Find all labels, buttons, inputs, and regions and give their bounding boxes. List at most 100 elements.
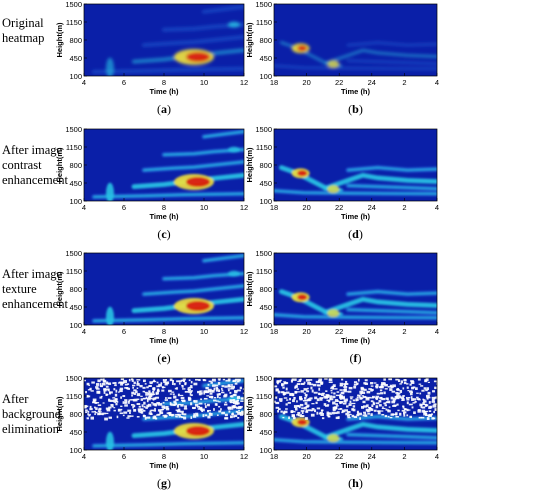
background-eliminated-speckle [340, 391, 343, 395]
background-eliminated-speckle [317, 384, 321, 387]
background-eliminated-speckle [227, 407, 232, 410]
y-axis-label: Height(m) [55, 22, 64, 57]
panel-caption: (h) [348, 476, 363, 490]
y-tick-label: 100 [69, 321, 82, 330]
background-eliminated-speckle [347, 390, 352, 393]
background-eliminated-speckle [86, 394, 89, 398]
background-eliminated-speckle [176, 380, 180, 383]
background-eliminated-speckle [190, 402, 193, 406]
background-eliminated-speckle [199, 390, 202, 394]
background-eliminated-speckle [88, 384, 91, 386]
background-eliminated-speckle [86, 382, 90, 386]
background-eliminated-speckle [181, 413, 185, 415]
background-eliminated-speckle [204, 390, 207, 393]
background-eliminated-speckle [371, 395, 375, 399]
background-eliminated-speckle [117, 382, 120, 384]
background-eliminated-speckle [381, 407, 386, 410]
background-eliminated-speckle [173, 395, 177, 399]
background-eliminated-speckle [99, 383, 102, 386]
background-eliminated-speckle [405, 396, 408, 399]
background-eliminated-speckle [108, 406, 112, 409]
background-eliminated-speckle [406, 414, 409, 417]
background-eliminated-speckle [389, 416, 393, 419]
background-eliminated-speckle [348, 413, 352, 416]
background-eliminated-speckle [216, 414, 219, 416]
background-eliminated-speckle [183, 407, 188, 410]
background-eliminated-speckle [224, 393, 228, 397]
background-eliminated-speckle [279, 379, 282, 382]
background-eliminated-speckle [179, 416, 183, 418]
background-eliminated-speckle [108, 391, 111, 395]
background-eliminated-speckle [241, 398, 244, 400]
background-eliminated-speckle [432, 390, 435, 393]
background-eliminated-speckle [316, 411, 319, 415]
background-eliminated-speckle [108, 398, 111, 402]
background-eliminated-speckle [230, 413, 234, 415]
row-label-line: After image [2, 267, 63, 281]
background-eliminated-speckle [200, 398, 202, 401]
heatmap-layer-band [202, 4, 244, 14]
background-eliminated-speckle [195, 378, 199, 381]
background-eliminated-speckle [388, 406, 391, 408]
heatmap-panel-a: 1500 1150 800 450 100 4 6 8 10 12 Time (h) Height(m… [50, 0, 250, 105]
background-eliminated-speckle [362, 414, 365, 417]
background-eliminated-speckle [336, 411, 340, 414]
background-eliminated-speckle [125, 387, 129, 390]
background-eliminated-speckle [292, 411, 296, 413]
background-eliminated-speckle [206, 395, 210, 397]
background-eliminated-speckle [171, 382, 174, 386]
background-eliminated-speckle [379, 386, 383, 388]
background-eliminated-speckle [210, 395, 214, 399]
background-eliminated-speckle [434, 396, 437, 399]
background-eliminated-speckle [197, 390, 200, 394]
background-eliminated-speckle [204, 391, 208, 394]
background-eliminated-speckle [318, 393, 322, 396]
background-eliminated-speckle [140, 410, 144, 414]
background-eliminated-speckle [431, 417, 435, 420]
background-eliminated-speckle [198, 402, 203, 405]
background-eliminated-speckle [161, 405, 165, 409]
background-eliminated-speckle [312, 383, 317, 387]
background-eliminated-speckle [395, 378, 399, 381]
heatmap-layer-band [347, 166, 437, 171]
background-eliminated-speckle [283, 381, 287, 383]
background-eliminated-speckle [152, 393, 155, 396]
background-eliminated-speckle [120, 381, 125, 384]
background-eliminated-speckle [113, 388, 116, 391]
background-eliminated-speckle [204, 414, 208, 417]
background-eliminated-speckle [130, 415, 134, 417]
background-eliminated-speckle [192, 415, 197, 418]
background-eliminated-speckle [367, 406, 372, 409]
background-eliminated-speckle [154, 404, 157, 407]
background-eliminated-speckle [144, 416, 147, 420]
background-eliminated-speckle [213, 408, 215, 411]
y-tick-label: 100 [259, 321, 272, 330]
heatmap-layer-band [274, 64, 437, 71]
background-eliminated-speckle [380, 384, 384, 387]
background-eliminated-speckle [367, 413, 370, 415]
background-eliminated-speckle [140, 398, 143, 401]
background-eliminated-speckle [120, 382, 124, 386]
background-eliminated-speckle [172, 379, 174, 383]
background-eliminated-speckle [318, 387, 321, 391]
background-eliminated-speckle [321, 393, 325, 397]
background-eliminated-speckle [242, 388, 244, 390]
background-eliminated-speckle [308, 399, 312, 401]
y-tick-label: 450 [259, 54, 272, 63]
background-eliminated-speckle [148, 412, 153, 415]
background-eliminated-speckle [399, 389, 403, 393]
background-eliminated-speckle [342, 391, 345, 395]
background-eliminated-speckle [284, 381, 289, 385]
panel-caption: (d) [348, 227, 363, 241]
background-eliminated-speckle [417, 399, 421, 401]
background-eliminated-speckle [362, 400, 366, 404]
background-eliminated-speckle [392, 413, 397, 415]
background-eliminated-speckle [297, 405, 300, 408]
background-eliminated-speckle [173, 400, 177, 404]
background-eliminated-speckle [190, 394, 193, 397]
background-eliminated-speckle [321, 417, 325, 420]
background-eliminated-speckle [94, 410, 97, 413]
background-eliminated-speckle [397, 392, 401, 395]
background-eliminated-speckle [377, 410, 381, 413]
background-eliminated-speckle [236, 400, 239, 404]
